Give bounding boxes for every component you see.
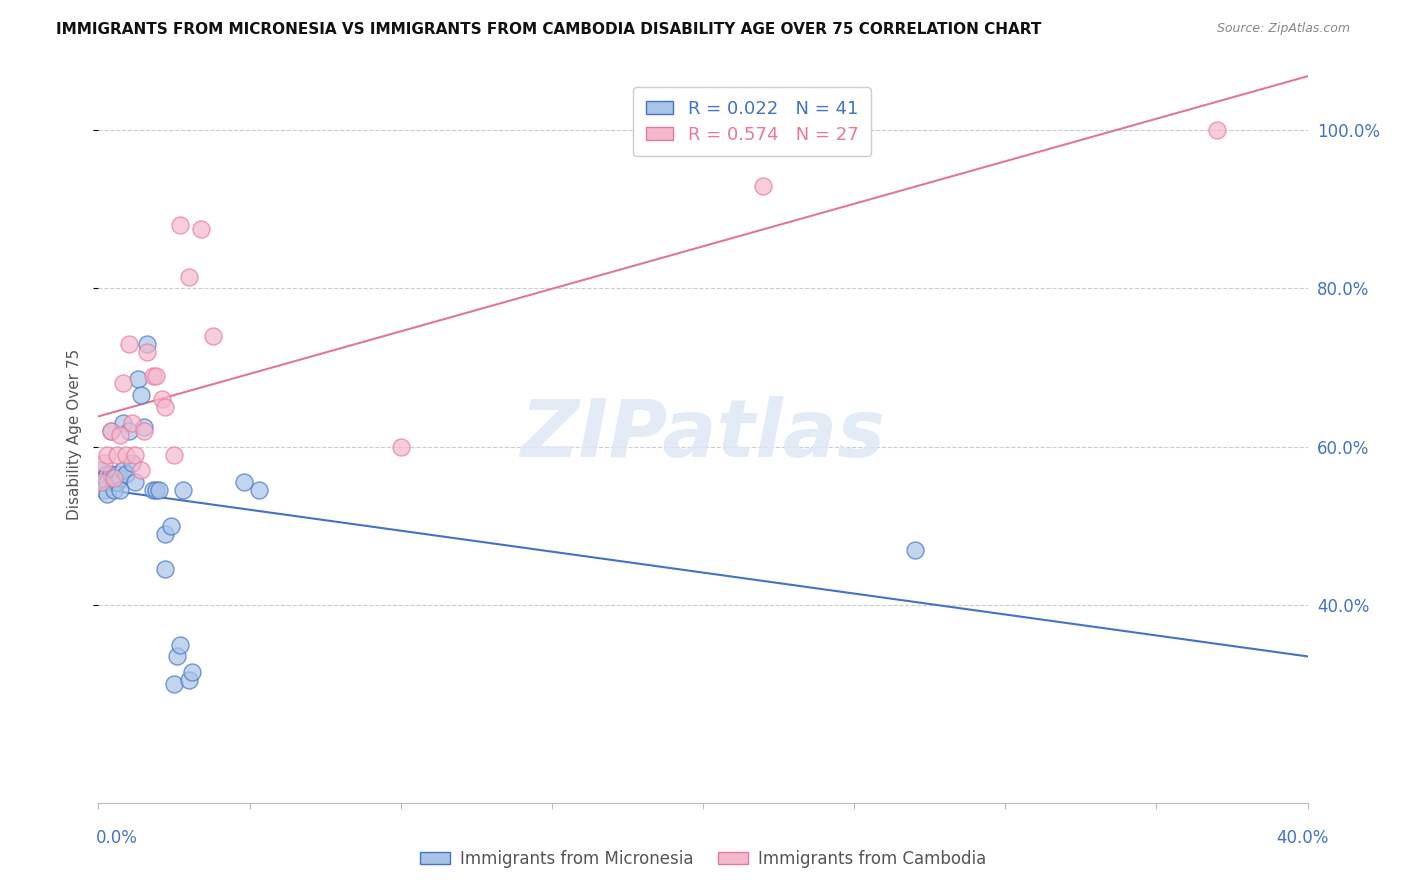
Point: [111, 376, 134, 391]
Point: [169, 638, 191, 652]
Point: [145, 368, 167, 383]
Point: [103, 471, 125, 485]
Point: [105, 467, 128, 482]
Point: [124, 448, 146, 462]
Point: [93, 483, 115, 498]
Point: [121, 416, 143, 430]
Point: [114, 448, 136, 462]
Text: Source: ZipAtlas.com: Source: ZipAtlas.com: [1216, 22, 1350, 36]
Point: [121, 456, 143, 470]
Point: [103, 475, 125, 490]
Point: [135, 336, 157, 351]
Point: [190, 222, 212, 236]
Point: [96, 448, 118, 462]
Point: [93, 456, 115, 470]
Text: ZIPatlas: ZIPatlas: [520, 396, 886, 474]
Point: [172, 483, 194, 498]
Point: [169, 218, 191, 232]
Legend: R = 0.022   N = 41, R = 0.574   N = 27: R = 0.022 N = 41, R = 0.574 N = 27: [634, 87, 870, 156]
Point: [181, 665, 204, 680]
Point: [160, 519, 183, 533]
Point: [105, 448, 128, 462]
Point: [108, 428, 131, 442]
Point: [153, 562, 176, 576]
Point: [90, 475, 112, 490]
Point: [166, 649, 188, 664]
Point: [752, 178, 775, 193]
Point: [202, 329, 225, 343]
Point: [111, 463, 134, 477]
Point: [105, 475, 128, 490]
Point: [163, 448, 186, 462]
Point: [96, 487, 118, 501]
Point: [247, 483, 270, 498]
Point: [118, 336, 141, 351]
Point: [100, 424, 122, 438]
Point: [124, 475, 146, 490]
Point: [96, 475, 118, 490]
Point: [135, 344, 157, 359]
Text: 40.0%: 40.0%: [1277, 829, 1329, 847]
Point: [90, 463, 112, 477]
Point: [108, 483, 131, 498]
Point: [111, 416, 134, 430]
Point: [93, 471, 115, 485]
Point: [150, 392, 173, 407]
Point: [179, 269, 201, 284]
Point: [96, 467, 118, 482]
Point: [153, 400, 176, 414]
Point: [132, 420, 155, 434]
Point: [153, 526, 176, 541]
Point: [389, 440, 412, 454]
Point: [163, 677, 186, 691]
Point: [118, 424, 141, 438]
Text: IMMIGRANTS FROM MICRONESIA VS IMMIGRANTS FROM CAMBODIA DISABILITY AGE OVER 75 CO: IMMIGRANTS FROM MICRONESIA VS IMMIGRANTS…: [56, 22, 1042, 37]
Point: [179, 673, 201, 687]
Point: [904, 542, 927, 557]
Point: [108, 471, 131, 485]
Point: [103, 471, 125, 485]
Point: [142, 368, 165, 383]
Point: [100, 467, 122, 482]
Point: [90, 475, 112, 490]
Point: [100, 424, 122, 438]
Point: [129, 463, 152, 477]
Point: [132, 424, 155, 438]
Point: [148, 483, 170, 498]
Point: [129, 388, 152, 402]
Point: [232, 475, 254, 490]
Text: 0.0%: 0.0%: [96, 829, 138, 847]
Point: [145, 483, 167, 498]
Point: [1206, 123, 1229, 137]
Point: [127, 372, 149, 386]
Y-axis label: Disability Age Over 75: Disability Age Over 75: [67, 350, 83, 520]
Legend: Immigrants from Micronesia, Immigrants from Cambodia: Immigrants from Micronesia, Immigrants f…: [413, 844, 993, 875]
Point: [114, 467, 136, 482]
Point: [103, 483, 125, 498]
Point: [142, 483, 165, 498]
